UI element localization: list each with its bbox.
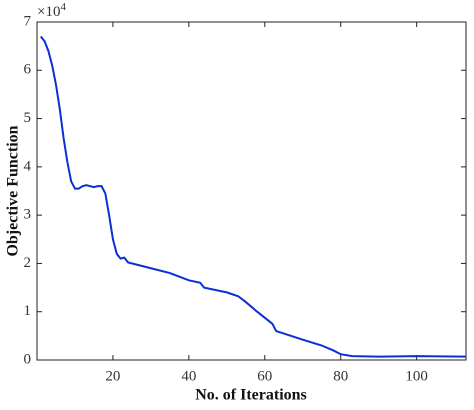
y-tick-label: 5 xyxy=(24,110,32,126)
y-tick-label: 1 xyxy=(24,303,32,319)
y-multiplier-exponent: 4 xyxy=(60,1,66,13)
y-tick-label: 6 xyxy=(24,62,32,78)
x-tick-label: 80 xyxy=(333,368,348,384)
x-tick-label: 20 xyxy=(105,368,120,384)
x-tick-label: 100 xyxy=(405,368,428,384)
x-tick-label: 60 xyxy=(257,368,272,384)
line-series xyxy=(40,35,467,358)
x-axis-label: No. of Iterations xyxy=(195,387,307,404)
y-tick-label: 4 xyxy=(24,158,32,174)
y-multiplier: ×104 xyxy=(37,1,66,21)
x-tick-label: 40 xyxy=(181,368,196,384)
y-axis-label: Objective Function xyxy=(5,125,22,256)
y-tick-label: 2 xyxy=(24,255,32,271)
y-tick-label: 0 xyxy=(24,351,32,367)
y-tick-label: 3 xyxy=(24,207,32,223)
y-tick-label: 7 xyxy=(24,13,32,29)
plot-frame xyxy=(36,21,467,361)
y-multiplier-base: ×10 xyxy=(37,4,60,20)
